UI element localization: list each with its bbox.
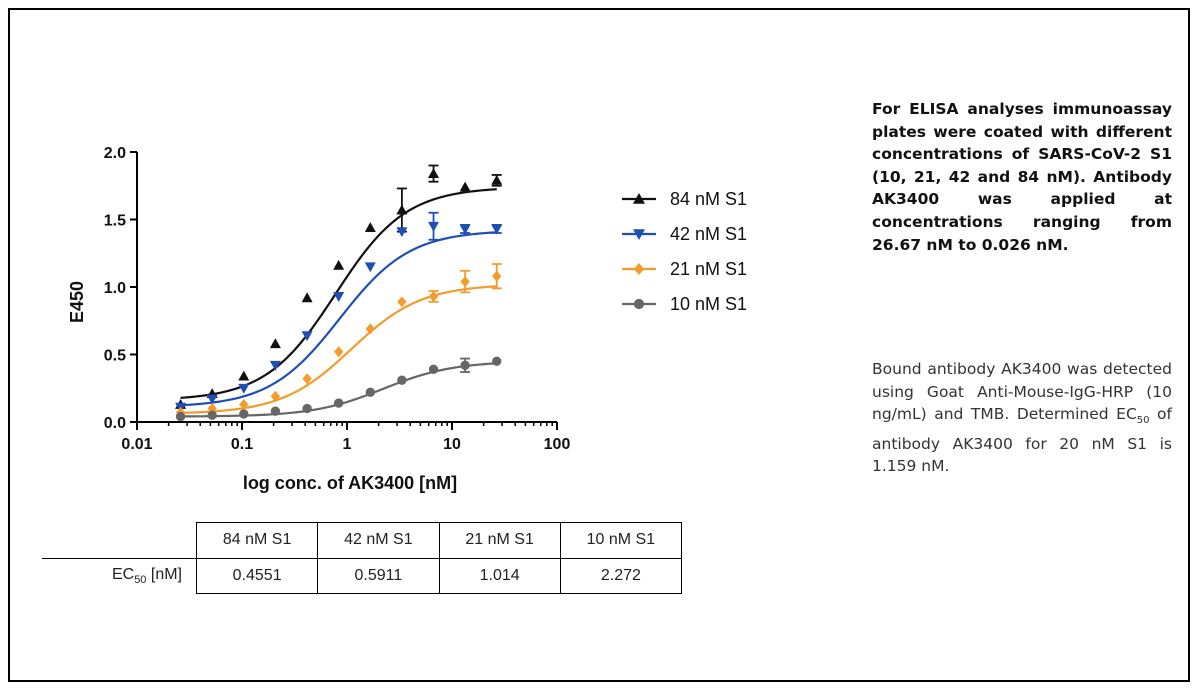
data-point: [207, 410, 217, 420]
data-point: [333, 292, 345, 302]
x-tick-label: 10: [443, 436, 461, 453]
chart-axes: 0.0 0.5 1.0 1.5 2.0 0.01 0.1 1 10 100: [104, 145, 571, 453]
data-point: [238, 370, 250, 381]
y-tick-label: 2.0: [104, 145, 126, 162]
ec50-row-label-main: EC: [111, 565, 135, 583]
data-point: [302, 373, 312, 385]
legend-label: 21 nM S1: [670, 259, 747, 279]
y-tick-label: 0.0: [104, 415, 126, 432]
ec50-row-label: EC50 [nM]: [42, 557, 197, 594]
data-point: [238, 383, 250, 394]
methods-ec-sub: 50: [1136, 415, 1150, 427]
ec50-table-corner: [42, 522, 197, 559]
x-tick-label: 0.01: [121, 436, 152, 453]
y-tick-label: 1.5: [104, 213, 126, 230]
y-tick-label: 0.5: [104, 348, 126, 365]
data-point: [492, 356, 502, 366]
data-point: [364, 262, 376, 273]
data-point: [302, 403, 312, 414]
data-point: [428, 290, 439, 302]
data-point: [270, 406, 281, 416]
data-point: [491, 174, 503, 185]
data-point: [239, 409, 249, 419]
fit-curve: [180, 285, 497, 415]
data-point: [269, 338, 281, 349]
ec50-binding-chart: 0.0 0.5 1.0 1.5 2.0 0.01 0.1 1 10 100 84 nM S1 42 …: [67, 145, 747, 493]
data-point: [301, 331, 313, 342]
ec50-table-value-row: EC50 [nM] 0.4551 0.5911 1.014 2.272: [42, 557, 683, 594]
fit-curves: [180, 188, 497, 418]
ec50-table: 84 nM S1 42 nM S1 21 nM S1 10 nM S1 EC50…: [42, 522, 683, 594]
legend-label: 84 nM S1: [670, 189, 747, 209]
y-tick-label: 1.0: [104, 280, 126, 297]
data-point: [396, 227, 408, 238]
data-point: [428, 168, 440, 178]
x-tick-label: 0.1: [231, 436, 253, 453]
figure-frame: 0.0 0.5 1.0 1.5 2.0 0.01 0.1 1 10 100 84 nM S1 42 …: [8, 8, 1190, 682]
data-point: [270, 390, 281, 402]
data-point: [428, 221, 440, 232]
data-point: [460, 276, 470, 288]
data-points: [175, 164, 503, 422]
data-point: [206, 394, 218, 405]
chart-legend: 84 nM S1 42 nM S1 21 nM S1 10 nM S1: [622, 189, 747, 314]
data-point: [491, 224, 503, 235]
ec50-header-42: 42 nM S1: [317, 522, 440, 559]
data-point: [396, 204, 408, 215]
methods-text-after: of antibody AK3400 for 20 nM S1 is 1.159…: [872, 405, 1172, 476]
legend-marker: [633, 263, 645, 275]
ec50-table-header-row: 84 nM S1 42 nM S1 21 nM S1 10 nM S1: [42, 522, 683, 559]
x-tick-label: 1: [343, 436, 352, 453]
legend-marker: [633, 298, 645, 310]
ec50-value-42: 0.5911: [317, 557, 440, 594]
data-point: [460, 360, 470, 370]
data-point: [175, 411, 186, 422]
legend-label: 42 nM S1: [670, 224, 747, 244]
data-point: [365, 387, 375, 397]
ec50-row-label-unit: [nM]: [146, 565, 182, 583]
x-axis-label: log conc. of AK3400 [nM]: [243, 473, 457, 493]
data-point: [239, 398, 249, 410]
data-point: [365, 323, 375, 335]
data-point: [397, 296, 407, 308]
ec50-header-10: 10 nM S1: [559, 522, 683, 559]
data-point: [492, 270, 502, 282]
legend-marker: [633, 229, 645, 240]
ec50-value-84: 0.4551: [195, 557, 319, 594]
ec50-header-84: 84 nM S1: [195, 522, 319, 559]
data-point: [333, 398, 344, 408]
data-point: [333, 259, 345, 270]
fit-curve: [180, 231, 497, 407]
data-point: [269, 360, 281, 371]
data-point: [364, 222, 376, 232]
legend-label: 10 nM S1: [670, 294, 747, 314]
fit-curve: [180, 188, 497, 399]
ec50-row-label-sub: 50: [134, 574, 147, 587]
data-point: [459, 224, 471, 235]
legend-marker: [633, 193, 645, 204]
data-point: [397, 375, 407, 385]
methods-bold-paragraph: For ELISA analyses immunoassay plates we…: [872, 100, 1172, 254]
x-tick-label: 100: [544, 436, 571, 453]
methods-paragraph: Bound antibody AK3400 was detected using…: [872, 358, 1172, 478]
data-point: [333, 346, 344, 358]
ec50-header-21: 21 nM S1: [438, 522, 561, 559]
ec50-value-21: 1.014: [438, 557, 561, 594]
ec50-value-10: 2.272: [559, 557, 683, 594]
methods-text-before: Bound antibody AK3400 was detected using…: [872, 360, 1172, 424]
data-point: [459, 181, 471, 192]
data-point: [428, 364, 439, 375]
data-point: [301, 292, 313, 303]
y-axis-label: E450: [67, 281, 87, 323]
